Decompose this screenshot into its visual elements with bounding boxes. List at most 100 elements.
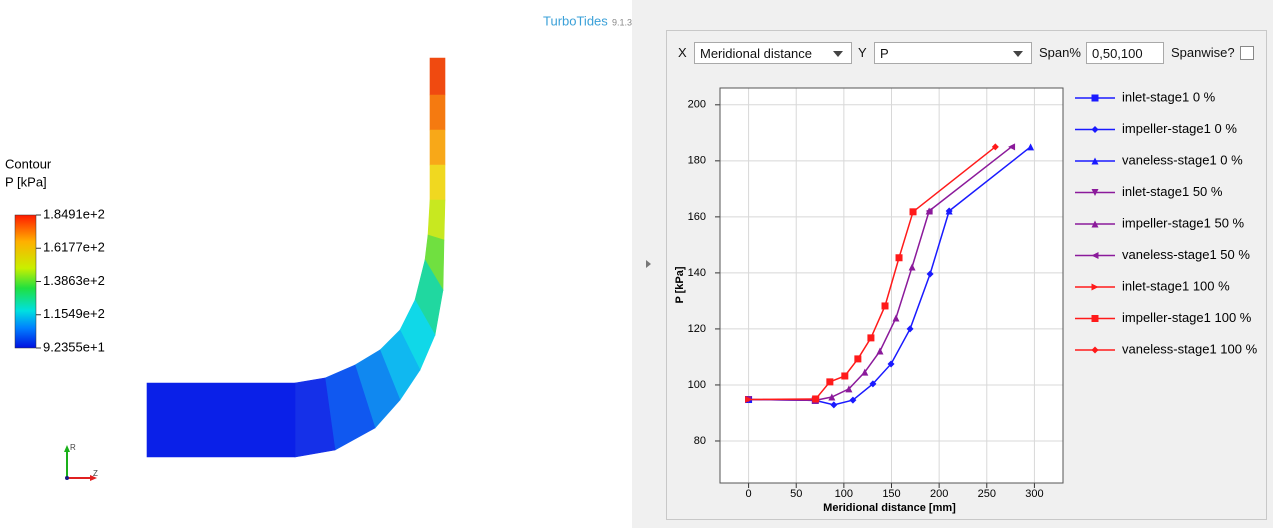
- x-tick-label: 50: [790, 488, 802, 500]
- legend-label: impeller-stage1 0 %: [1122, 121, 1237, 136]
- legend-label: inlet-stage1 0 %: [1122, 89, 1216, 104]
- spanwise-label: Spanwise?: [1171, 45, 1235, 60]
- y-tick-label: 200: [688, 99, 706, 111]
- brand: TurboTides: [543, 13, 608, 28]
- y-tick-label: 140: [688, 267, 706, 279]
- legend-marker: [1091, 220, 1099, 228]
- legend-label: inlet-stage1 100 %: [1122, 278, 1230, 293]
- x-tick-label: 100: [835, 488, 853, 500]
- legend-marker: [1091, 283, 1099, 291]
- marker: [869, 380, 877, 388]
- y-tick-label: 100: [688, 379, 706, 391]
- axis-z-head: [90, 475, 97, 481]
- y-label: Y: [858, 45, 867, 60]
- legend-label: vaneless-stage1 0 %: [1122, 152, 1243, 167]
- y-tick-label: 120: [688, 323, 706, 335]
- y-tick-label: 180: [688, 155, 706, 167]
- marker: [841, 372, 849, 380]
- marker: [849, 396, 857, 404]
- marker: [867, 334, 875, 342]
- x-axis-title: Meridional distance [mm]: [823, 502, 956, 514]
- marker: [881, 302, 889, 310]
- marker: [876, 347, 884, 355]
- legend-label: impeller-stage1 100 %: [1122, 310, 1252, 325]
- legend-marker: [1091, 189, 1099, 196]
- color-bar-label: 1.6177e+2: [43, 240, 105, 255]
- legend-marker: [1091, 126, 1099, 133]
- series-line: [928, 146, 1013, 212]
- axis-r-label: R: [70, 443, 76, 452]
- y-axis-title: P [kPa]: [674, 266, 686, 303]
- contour-mesh: [146, 57, 446, 458]
- version: 9.1.3: [612, 17, 632, 27]
- legend-marker: [1091, 94, 1099, 102]
- series-line: [748, 398, 816, 401]
- y-tick-label: 80: [694, 435, 706, 447]
- y-tick-label: 160: [688, 211, 706, 223]
- x-tick-label: 150: [882, 488, 900, 500]
- marker: [826, 378, 834, 386]
- axis-z-label: Z: [93, 469, 98, 478]
- marker: [845, 385, 853, 393]
- spanwise-checkbox[interactable]: [1240, 46, 1254, 60]
- x-tick-label: 250: [978, 488, 996, 500]
- marker: [926, 270, 934, 278]
- legend-marker: [1091, 157, 1099, 165]
- x-tick-label: 300: [1025, 488, 1043, 500]
- mesh-band: [427, 199, 446, 241]
- contour-quantity: P [kPa]: [5, 174, 47, 189]
- mesh-band: [429, 129, 446, 166]
- marker: [830, 401, 838, 409]
- color-bar: [14, 214, 37, 349]
- x-tick-label: 0: [746, 488, 752, 500]
- marker: [945, 207, 953, 215]
- legend-marker: [1091, 346, 1099, 354]
- color-bar-label: 9.2355e+1: [43, 339, 105, 354]
- axis-r-head: [64, 445, 70, 452]
- y-combo[interactable]: P: [874, 42, 1032, 64]
- mesh-band: [146, 382, 296, 458]
- x-label: X: [678, 45, 687, 60]
- mesh-band: [429, 164, 446, 201]
- marker: [1027, 143, 1035, 151]
- legend-marker: [1091, 315, 1099, 322]
- marker: [745, 396, 753, 404]
- color-bar-label: 1.3863e+2: [43, 273, 105, 288]
- marker: [906, 325, 914, 333]
- series-line: [815, 210, 950, 406]
- color-bar-label: 1.1549e+2: [43, 306, 105, 321]
- marker: [812, 395, 820, 403]
- mesh-band: [429, 94, 446, 131]
- color-bar-label: 1.8491e+2: [43, 206, 105, 221]
- span-input[interactable]: 0,50,100: [1086, 42, 1164, 64]
- marker: [1008, 143, 1016, 151]
- marker: [828, 393, 836, 401]
- marker: [908, 263, 916, 271]
- marker: [854, 355, 862, 363]
- combo-arrow: [833, 51, 843, 57]
- span-label: Span%: [1039, 45, 1081, 60]
- legend-label: vaneless-stage1 100 %: [1122, 341, 1258, 356]
- legend-label: vaneless-stage1 50 %: [1122, 247, 1250, 262]
- marker: [925, 207, 933, 215]
- combo-arrow: [1013, 51, 1023, 57]
- x-combo-value: Meridional distance: [700, 46, 813, 61]
- legend-label: inlet-stage1 50 %: [1122, 184, 1223, 199]
- marker: [861, 368, 869, 376]
- panel-toggle[interactable]: [646, 260, 651, 268]
- series-line: [815, 210, 930, 402]
- marker: [909, 208, 917, 216]
- series-line: [948, 146, 1032, 212]
- y-combo-value: P: [880, 46, 889, 61]
- legend-label: impeller-stage1 50 %: [1122, 215, 1245, 230]
- x-tick-label: 200: [930, 488, 948, 500]
- legend-marker: [1091, 252, 1099, 259]
- series-line: [912, 146, 996, 213]
- x-combo[interactable]: Meridional distance: [694, 42, 852, 64]
- chart: 0 50 100 150 200 250 300 80 100 120 140 160 180 200 Me…: [674, 87, 1258, 514]
- mesh-band: [429, 57, 446, 96]
- marker: [887, 360, 895, 368]
- axis-origin: [65, 476, 69, 480]
